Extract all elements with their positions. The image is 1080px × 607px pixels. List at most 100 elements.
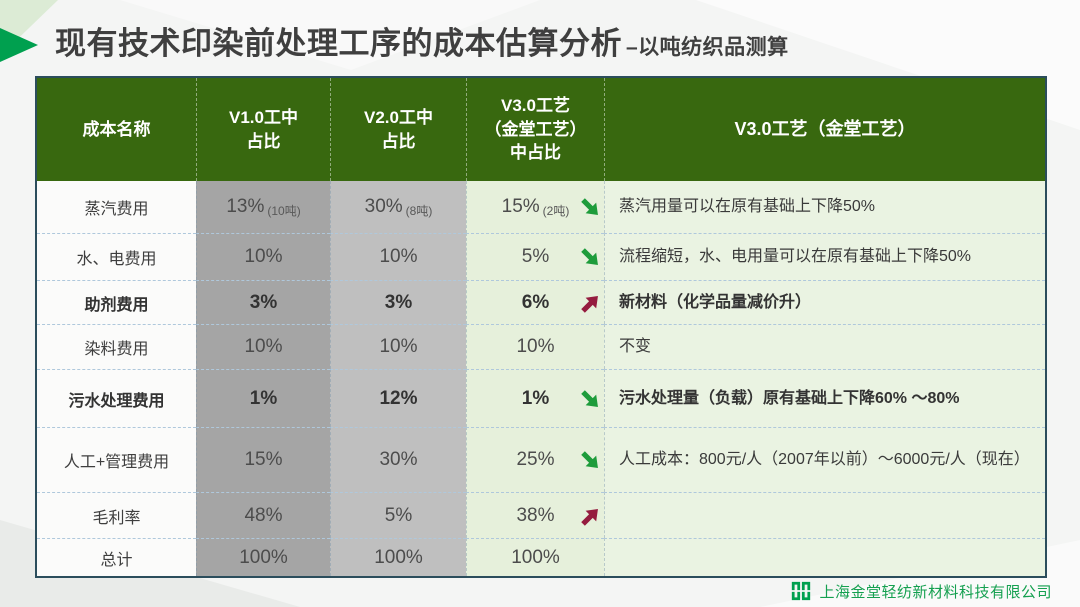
cost-name-cell: 水、电费用 [37,233,196,280]
process-note-cell: 新材料（化学品量减价升） [604,280,1045,324]
v2-value: 10% [379,336,418,357]
footer: 上海金堂轻纺新材料科技有限公司 [790,580,1052,602]
title-text: 现有技术印染前处理工序的成本估算分析 [55,26,622,61]
v2-value: 12% [379,387,418,409]
v2-value: 30% [364,196,403,217]
cost-name: 人工+管理费用 [63,454,170,471]
company-name: 上海金堂轻纺新材料科技有限公司 [819,583,1052,601]
v1-value: 10% [244,246,283,267]
process-note-cell: 不变 [604,324,1045,369]
header-v1-share: V1.0工中 占比 [196,78,330,181]
v2-share-cell: 5% [330,492,466,538]
v2-share-cell: 30% (8吨) [330,181,466,233]
process-note: 人工成本：800元/人（2007年以前）～6000元/人（现在） [619,451,1030,469]
v2-value-note: (8吨) [405,203,433,218]
v3-value: 25% [516,449,555,470]
process-note-cell: 人工成本：800元/人（2007年以前）～6000元/人（现在） [604,427,1045,492]
v3-share-cell: 6% [466,280,604,324]
v3-value: 38% [516,504,555,526]
cost-name: 毛利率 [92,509,141,527]
v1-share-cell: 1% [196,369,330,427]
v1-value: 1% [249,387,278,409]
v3-value: 100% [511,546,560,568]
v1-share-cell: 3% [196,280,330,324]
cost-name-cell: 总计 [37,538,196,576]
v3-value: 15% [501,196,540,217]
v3-share-cell: 1% [466,369,604,427]
header-v3-share: V3.0工艺 （金堂工艺） 中占比 [466,78,604,181]
process-note-cell [604,492,1045,538]
process-note-cell: 蒸汽用量可以在原有基础上下降50% [604,181,1045,233]
company-logo-icon [792,581,811,601]
header-v3-process: V3.0工艺（金堂工艺） [604,78,1045,181]
v1-value: 10% [244,336,283,357]
process-note: 污水处理量（负载）原有基础上下降60% ～80% [619,389,960,407]
v1-value: 13% [226,196,265,217]
v2-share-cell: 10% [330,233,466,280]
trend-down-icon [581,198,598,215]
v3-share-cell: 25% [466,427,604,492]
v2-value: 5% [384,504,413,526]
v1-value: 15% [244,449,283,470]
cost-name-cell: 污水处理费用 [37,369,196,427]
v1-share-cell: 13% (10吨) [196,181,330,233]
v3-value: 10% [516,336,555,357]
cost-name-cell: 助剂费用 [37,280,196,324]
cost-name: 总计 [100,551,133,569]
v3-share-cell: 15% (2吨) [466,181,604,233]
v3-share-cell: 10% [466,324,604,369]
v1-share-cell: 48% [196,492,330,538]
v3-value: 5% [521,246,550,267]
v3-value-note: (2吨) [542,203,570,218]
v1-value: 100% [239,546,288,568]
trend-up-icon [581,295,598,313]
v1-value: 48% [244,504,283,526]
header-cost-name: 成本名称 [37,78,196,181]
v1-share-cell: 15% [196,427,330,492]
v2-share-cell: 100% [330,538,466,576]
v1-share-cell: 10% [196,233,330,280]
v3-share-cell: 100% [466,538,604,576]
cost-name: 助剂费用 [84,296,149,314]
v1-share-cell: 10% [196,324,330,369]
cost-name: 染料费用 [84,341,149,358]
trend-down-icon [581,389,598,407]
v2-value: 3% [384,291,413,313]
cost-name: 蒸汽费用 [84,201,149,218]
cost-name: 污水处理费用 [68,392,165,410]
cost-table: 成本名称 V1.0工中 占比 V2.0工中 占比 V3.0工艺 （金堂工艺） 中… [35,76,1047,578]
v2-share-cell: 3% [330,280,466,324]
process-note-cell [604,538,1045,576]
process-note-cell: 流程缩短，水、电用量可以在原有基础上下降50% [604,233,1045,280]
v2-value: 100% [374,546,423,568]
trend-down-icon [581,248,598,265]
v2-share-cell: 30% [330,427,466,492]
v3-value: 1% [521,387,550,409]
cost-name: 水、电费用 [76,251,157,268]
cost-name-cell: 人工+管理费用 [37,427,196,492]
v2-value: 10% [379,246,418,267]
cost-name-cell: 蒸汽费用 [37,181,196,233]
v1-share-cell: 100% [196,538,330,576]
v2-share-cell: 12% [330,369,466,427]
v1-value-note: (10吨) [267,203,301,218]
process-note: 不变 [619,338,652,356]
title-subtitle: –以吨纺织品测算 [626,36,789,59]
v2-value: 30% [379,449,418,470]
header-v2-share: V2.0工中 占比 [330,78,466,181]
cost-name-cell: 染料费用 [37,324,196,369]
process-note: 新材料（化学品量减价升） [619,293,812,311]
v2-share-cell: 10% [330,324,466,369]
v3-share-cell: 5% [466,233,604,280]
cost-name-cell: 毛利率 [37,492,196,538]
page-title: 现有技术印染前处理工序的成本估算分析 –以吨纺织品测算 [55,18,789,63]
trend-up-icon [581,508,598,526]
process-note: 蒸汽用量可以在原有基础上下降50% [619,198,876,216]
v3-share-cell: 38% [466,492,604,538]
v1-value: 3% [249,291,278,313]
process-note-cell: 污水处理量（负载）原有基础上下降60% ～80% [604,369,1045,427]
trend-down-icon [581,451,598,468]
process-note: 流程缩短，水、电用量可以在原有基础上下降50% [619,248,972,266]
v3-value: 6% [521,291,550,313]
